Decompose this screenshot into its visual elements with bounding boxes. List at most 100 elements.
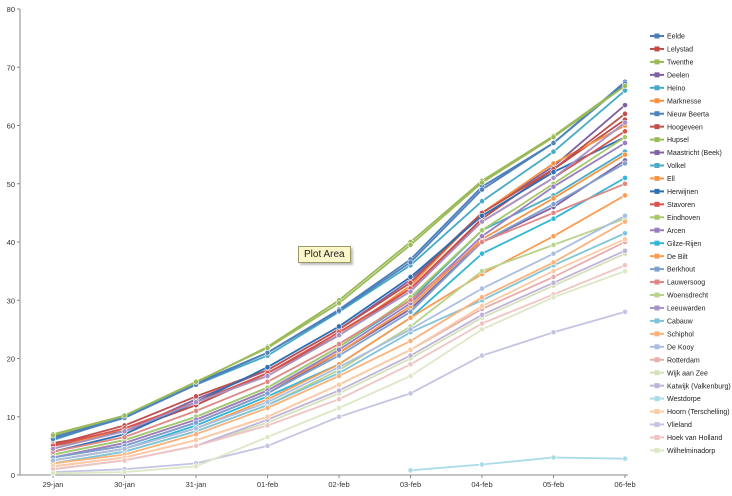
data-point: [550, 268, 557, 275]
data-point: [479, 179, 485, 186]
legend-label: Volkel: [667, 163, 686, 170]
data-point: [407, 338, 414, 344]
data-point: [264, 434, 271, 441]
data-point: [479, 250, 485, 257]
legend-item: Lelystad: [650, 46, 693, 54]
legend-item: De Kooy: [650, 344, 694, 351]
y-tick-label: 30: [7, 296, 15, 305]
data-point: [193, 431, 199, 438]
data-point: [193, 419, 199, 426]
legend-label: Arcen: [667, 228, 685, 235]
legend-item: Hupsel: [650, 137, 689, 144]
legend-label: Hoorn (Terschelling): [667, 409, 730, 416]
data-point: [407, 346, 414, 353]
legend-marker: [654, 447, 660, 453]
legend-marker: [654, 409, 660, 415]
data-point: [622, 119, 628, 126]
data-point: [121, 457, 128, 464]
data-point: [479, 227, 485, 234]
data-point: [479, 352, 485, 359]
data-point: [407, 326, 414, 333]
data-point: [336, 307, 342, 314]
legend-label: Maastricht (Beek): [667, 150, 722, 157]
data-point: [336, 346, 342, 353]
data-point: [479, 461, 485, 468]
legend-marker: [654, 85, 660, 91]
legend-label: Wijk aan Zee: [667, 370, 708, 377]
legend-label: Katwijk (Valkenburg): [667, 383, 731, 390]
data-point: [121, 469, 128, 475]
y-tick-label: 10: [7, 413, 15, 422]
y-tick-label: 0: [11, 471, 15, 480]
data-point: [264, 405, 271, 411]
series-westdorpe: [407, 454, 628, 474]
legend-marker: [654, 33, 660, 39]
series-hoek-van-holland: [50, 262, 628, 473]
x-tick-label: 31-jan: [186, 480, 207, 489]
legend-marker: [654, 227, 660, 233]
data-point: [336, 396, 342, 403]
data-point: [264, 345, 271, 351]
legend-marker: [654, 124, 660, 130]
data-point: [121, 412, 128, 419]
data-point: [479, 320, 485, 327]
y-tick-label: 70: [7, 63, 15, 72]
data-point: [550, 175, 557, 181]
data-point: [336, 373, 342, 379]
data-point: [550, 148, 557, 155]
data-point: [121, 434, 128, 441]
data-point: [622, 140, 628, 146]
legend-item: Hoogeveen: [650, 124, 703, 131]
data-point: [407, 352, 414, 359]
legend-label: Woensdrecht: [667, 293, 708, 300]
data-point: [622, 247, 628, 254]
legend-label: Gilze-Rijen: [667, 241, 701, 248]
legend-marker: [654, 175, 660, 181]
legend-marker: [654, 344, 660, 350]
data-point: [407, 297, 414, 304]
data-point: [622, 102, 628, 109]
legend-marker: [654, 98, 660, 104]
series-hupsel: [50, 82, 628, 439]
data-point: [550, 134, 557, 141]
legend-marker: [654, 279, 660, 285]
legend-item: Cabauw: [650, 318, 694, 326]
y-tick-label: 80: [7, 5, 15, 14]
data-point: [50, 470, 56, 477]
x-tick-label: 29-jan: [43, 480, 64, 489]
legend-label: Lelystad: [667, 47, 693, 54]
series-line: [52, 136, 626, 453]
data-point: [193, 442, 199, 449]
legend-marker: [654, 253, 660, 259]
legend-marker: [654, 137, 660, 143]
legend-item: Berkhout: [650, 266, 695, 274]
data-point: [264, 413, 271, 420]
data-point: [336, 405, 342, 411]
data-point: [479, 326, 485, 333]
legend-marker: [654, 292, 660, 298]
data-point: [407, 467, 414, 474]
data-point: [336, 413, 342, 420]
data-point: [479, 285, 485, 292]
data-point: [336, 323, 342, 330]
data-point: [622, 128, 628, 135]
data-point: [622, 212, 628, 219]
x-tick-label: 06-feb: [614, 480, 635, 489]
data-point: [479, 212, 485, 219]
legend-item: Schiphol: [650, 331, 694, 338]
legend-item: Herwijnen: [650, 188, 698, 196]
data-point: [622, 160, 628, 167]
data-point: [479, 311, 485, 318]
data-point: [550, 242, 557, 248]
data-point: [407, 308, 414, 315]
data-point: [550, 279, 557, 286]
data-point: [50, 445, 56, 452]
data-point: [264, 399, 271, 406]
legend-label: Wilhelminadorp: [667, 448, 715, 455]
series-lauwersoog: [50, 180, 628, 455]
series-leeuwarden: [50, 119, 628, 452]
data-point: [479, 218, 485, 225]
data-point: [336, 381, 342, 388]
data-point: [193, 408, 199, 414]
